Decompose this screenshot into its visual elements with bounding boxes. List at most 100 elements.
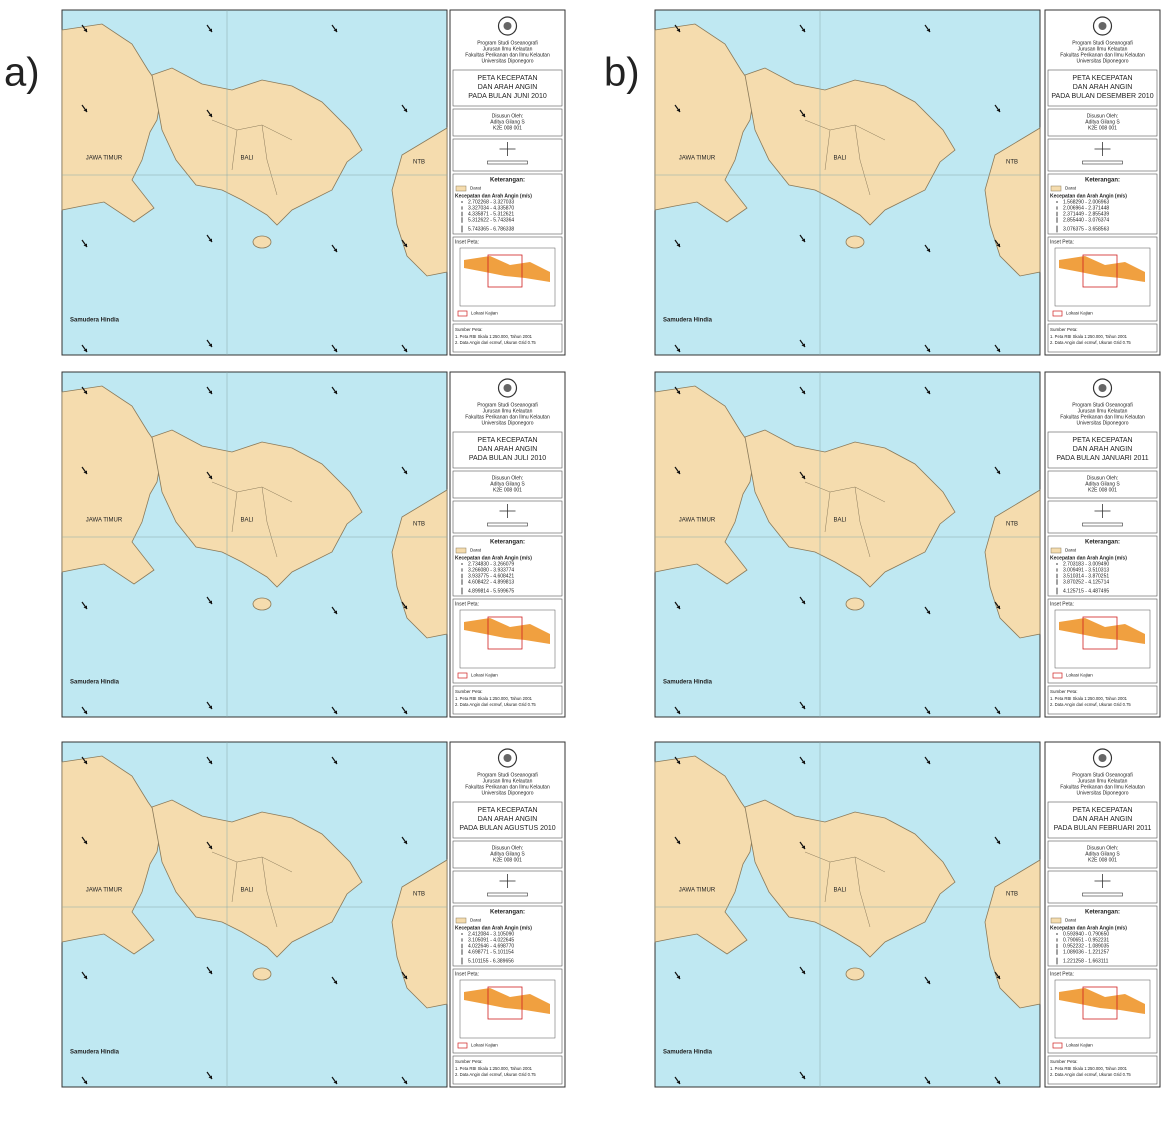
wind-range: 4.125715 - 4.487495 bbox=[1063, 588, 1109, 594]
panel-label: b) bbox=[604, 51, 640, 95]
source: 1. Peta RBI Skala 1:250.000, Tahun 2001 bbox=[455, 334, 533, 339]
wind-range: 2.412084 - 3.105090 bbox=[468, 931, 514, 937]
inset-box bbox=[1047, 598, 1158, 684]
study-label: Lokasi Kajian bbox=[471, 673, 498, 678]
source: 1. Peta RBI Skala 1:250.000, Tahun 2001 bbox=[1050, 696, 1128, 701]
wind-range: 2.006964 - 2.371448 bbox=[1063, 205, 1109, 211]
study-swatch bbox=[457, 672, 468, 679]
map-title: PADA BULAN FEBRUARI 2011 bbox=[1054, 825, 1152, 832]
scale-bar bbox=[487, 892, 528, 897]
source: 1. Peta RBI Skala 1:250.000, Tahun 2001 bbox=[455, 696, 533, 701]
wind-range: 3.933775 - 4.608421 bbox=[468, 573, 514, 579]
map-title: DAN ARAH ANGIN bbox=[1073, 446, 1133, 453]
source: 2. Data Angin dari ecmwf, Ukuran Grid 0.… bbox=[1050, 702, 1131, 707]
scale-box bbox=[1047, 138, 1158, 172]
place-label: JAWA TIMUR bbox=[679, 518, 716, 524]
wind-range: 2.371449 - 2.855439 bbox=[1063, 211, 1109, 217]
study-label: Lokasi Kajian bbox=[1066, 311, 1093, 316]
land-swatch bbox=[455, 185, 467, 192]
institution: Program Studi Oseanografi bbox=[477, 772, 538, 778]
institution: Jurusan Ilmu Kelautan bbox=[1078, 46, 1128, 52]
wind-title: Kecepatan dan Arah Angin (m/s) bbox=[455, 555, 532, 561]
institution: Fakultas Perikanan dan Ilmu Kelautan bbox=[465, 784, 550, 790]
place-label: NTB bbox=[413, 522, 425, 528]
wind-range: 5.312622 - 5.743364 bbox=[468, 217, 514, 223]
title-box bbox=[1047, 801, 1158, 839]
institution: Fakultas Perikanan dan Ilmu Kelautan bbox=[465, 52, 550, 58]
logo bbox=[1098, 384, 1107, 392]
source-box bbox=[1047, 1055, 1158, 1085]
map-title: PADA BULAN DESEMBER 2010 bbox=[1051, 93, 1153, 100]
panel-label: a) bbox=[4, 51, 40, 95]
place-label: NTB bbox=[413, 160, 425, 166]
study-swatch bbox=[457, 1042, 468, 1049]
institution: Universitas Diponegoro bbox=[482, 58, 534, 64]
scale-box bbox=[452, 870, 563, 904]
inset-land bbox=[464, 988, 550, 1014]
map-title: DAN ARAH ANGIN bbox=[478, 84, 538, 91]
legend-box bbox=[452, 535, 563, 597]
legend-box bbox=[1047, 535, 1158, 597]
wind-range: 4.022646 - 4.698770 bbox=[468, 943, 514, 949]
map-title: DAN ARAH ANGIN bbox=[1073, 816, 1133, 823]
inset-box bbox=[452, 598, 563, 684]
map-panel: JAWA TIMUR BALI NTB Samudera Hindia Program … bbox=[61, 741, 566, 1088]
map-title: DAN ARAH ANGIN bbox=[478, 446, 538, 453]
wind-range: 3.105091 - 4.022645 bbox=[468, 937, 514, 943]
map-title: PADA BULAN JUNI 2010 bbox=[468, 93, 547, 100]
map-title: DAN ARAH ANGIN bbox=[478, 816, 538, 823]
wind-range: 1.089036 - 1.221257 bbox=[1063, 949, 1109, 955]
study-swatch bbox=[1052, 310, 1063, 317]
inset-title: Inset Peta: bbox=[455, 971, 479, 977]
logo bbox=[1098, 22, 1107, 30]
author: K2E 008 001 bbox=[493, 487, 522, 493]
land-label: Darat bbox=[470, 548, 482, 553]
wind-title: Kecepatan dan Arah Angin (m/s) bbox=[455, 925, 532, 931]
author-box bbox=[452, 840, 563, 869]
author: K2E 008 001 bbox=[493, 857, 522, 863]
land-label: Darat bbox=[470, 918, 482, 923]
scale-bar bbox=[1082, 892, 1123, 897]
institution: Jurusan Ilmu Kelautan bbox=[483, 408, 533, 414]
title-box bbox=[452, 431, 563, 469]
source: 2. Data Angin dari ecmwf, Ukuran Grid 0.… bbox=[455, 702, 536, 707]
map-title: PETA KECEPATAN bbox=[1072, 75, 1132, 82]
inset-land bbox=[464, 618, 550, 644]
author: Disusun Oleh: bbox=[1087, 475, 1118, 481]
source-title: Sumber Peta: bbox=[1050, 1059, 1078, 1064]
author: K2E 008 001 bbox=[1088, 857, 1117, 863]
scale-box bbox=[1047, 500, 1158, 534]
place-label: Samudera Hindia bbox=[663, 680, 713, 686]
place-label: NTB bbox=[1006, 892, 1018, 898]
author-box bbox=[452, 108, 563, 137]
author: K2E 008 001 bbox=[1088, 487, 1117, 493]
institution: Universitas Diponegoro bbox=[1077, 790, 1129, 796]
place-label: BALI bbox=[240, 888, 253, 894]
wind-range: 2.734830 - 3.266079 bbox=[468, 561, 514, 567]
institution: Jurusan Ilmu Kelautan bbox=[1078, 408, 1128, 414]
place-label: Samudera Hindia bbox=[663, 318, 713, 324]
scale-bar bbox=[487, 522, 528, 527]
wind-range: 4.698771 - 5.101154 bbox=[468, 949, 514, 955]
title-box bbox=[1047, 431, 1158, 469]
author-box bbox=[452, 470, 563, 499]
institution: Program Studi Oseanografi bbox=[1072, 40, 1133, 46]
source-box bbox=[452, 685, 563, 715]
institution: Universitas Diponegoro bbox=[482, 790, 534, 796]
author: Aditya Gilang S bbox=[490, 851, 525, 857]
map-title: PADA BULAN JULI 2010 bbox=[469, 455, 546, 462]
author: Aditya Gilang S bbox=[490, 119, 525, 125]
scale-box bbox=[452, 500, 563, 534]
wind-range: 1.568290 - 2.006963 bbox=[1063, 199, 1109, 205]
wind-title: Kecepatan dan Arah Angin (m/s) bbox=[1050, 925, 1127, 931]
institution: Program Studi Oseanografi bbox=[1072, 772, 1133, 778]
institution: Universitas Diponegoro bbox=[1077, 58, 1129, 64]
place-label: Samudera Hindia bbox=[70, 318, 120, 324]
source: 1. Peta RBI Skala 1:250.000, Tahun 2001 bbox=[455, 1066, 533, 1071]
place-label: JAWA TIMUR bbox=[679, 888, 716, 894]
scale-bar bbox=[1082, 160, 1123, 165]
source: 1. Peta RBI Skala 1:250.000, Tahun 2001 bbox=[1050, 1066, 1128, 1071]
